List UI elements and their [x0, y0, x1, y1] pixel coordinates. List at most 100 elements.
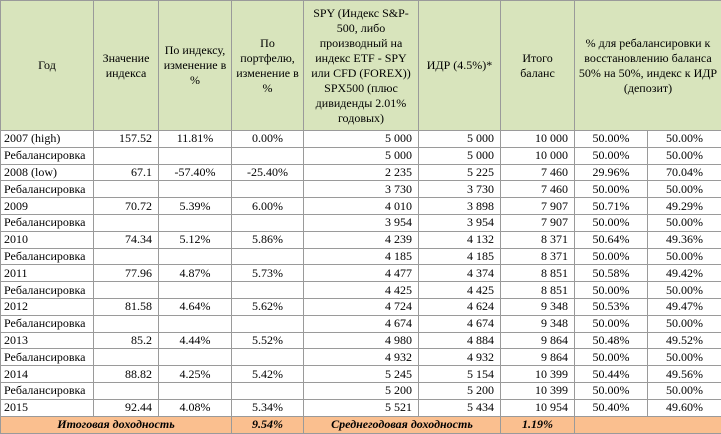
table-cell: 5 200 [303, 381, 419, 400]
table-cell [93, 281, 159, 299]
table-cell: 50.00% [574, 381, 648, 400]
table-cell [158, 314, 232, 333]
table-cell: 10 000 [500, 130, 575, 148]
table-row: Ребалансировка 4 674 4 674 9 348 50.00% 50.00… [0, 314, 721, 333]
header-cell: % для ребалансировки к восстановлению ба… [574, 0, 721, 131]
header-cell: По индексу, изменение в % [158, 0, 232, 131]
table-cell: 9 864 [500, 331, 575, 350]
table-cell: 5.62% [231, 297, 304, 316]
table-cell: 4 185 [418, 247, 501, 266]
table-cell: 3 898 [418, 197, 501, 215]
table-cell: 2008 (low) [0, 163, 94, 182]
table-cell: 50.40% [574, 398, 648, 417]
table-cell: 4 674 [303, 314, 419, 333]
table-cell: 4 425 [303, 281, 419, 299]
table-cell [158, 281, 232, 299]
table-cell: 2007 (high) [0, 130, 94, 148]
table-cell: 8 851 [500, 281, 575, 299]
table-row: Ребалансировка 4 185 4 185 8 371 50.00% 50.00… [0, 247, 721, 266]
table-cell: 2010 [0, 230, 94, 249]
table-cell: 5 434 [418, 398, 501, 417]
average-value: 1.19% [500, 415, 575, 434]
table-cell: 74.34 [93, 230, 159, 249]
table-cell: Ребалансировка [0, 381, 94, 400]
table-cell: 50.00% [574, 146, 648, 165]
table-cell: 4 132 [418, 230, 501, 249]
table-cell: Ребалансировка [0, 314, 94, 333]
table-cell [231, 180, 304, 199]
table-row: 2012 81.58 4.64% 5.62% 4 724 4 624 9 348 50.53%… [0, 297, 721, 316]
table-cell [93, 213, 159, 232]
table-cell: 9 864 [500, 348, 575, 367]
table-cell: Ребалансировка [0, 281, 94, 299]
table-cell [231, 213, 304, 232]
table-cell: 5.52% [231, 331, 304, 350]
table-cell: 50.00% [647, 281, 721, 299]
table-cell: 50.00% [574, 130, 648, 148]
table-cell: 50.48% [574, 331, 648, 350]
table-cell: 4 239 [303, 230, 419, 249]
table-cell: 50.00% [574, 348, 648, 367]
average-label: Среднегодовая доходность [303, 415, 501, 434]
table-row: 2008 (low) 67.1 -57.40% -25.40% 2 235 5 225 7 … [0, 163, 721, 182]
table-cell: 4 724 [303, 297, 419, 316]
table-cell: 10 000 [500, 146, 575, 165]
table-cell: 50.00% [647, 314, 721, 333]
table-cell: 50.00% [574, 213, 648, 232]
table-row: 2011 77.96 4.87% 5.73% 4 477 4 374 8 851 50.58%… [0, 264, 721, 283]
table-cell: 50.58% [574, 264, 648, 283]
table-cell: 50.00% [574, 247, 648, 266]
table-cell: 157.52 [93, 130, 159, 148]
table-cell: 2015 [0, 398, 94, 417]
table-cell: 3 730 [303, 180, 419, 199]
table-row: 2015 92.44 4.08% 5.34% 5 521 5 434 10 954 50.40… [0, 398, 721, 417]
table-cell: 50.00% [647, 247, 721, 266]
table-cell: 2013 [0, 331, 94, 350]
table-cell: 49.42% [647, 264, 721, 283]
total-label: Итоговая доходность [0, 415, 232, 434]
table-cell [93, 180, 159, 199]
table-cell: 4.25% [158, 365, 232, 383]
table-cell [231, 146, 304, 165]
table-cell: 50.00% [647, 130, 721, 148]
table-row: Ребалансировка 3 954 3 954 7 907 50.00% 50.00… [0, 213, 721, 232]
table-row: 2010 74.34 5.12% 5.86% 4 239 4 132 8 371 50.64%… [0, 230, 721, 249]
table-cell: 4 932 [418, 348, 501, 367]
table-cell: 5 521 [303, 398, 419, 417]
table-cell: 10 399 [500, 381, 575, 400]
table-cell: 7 907 [500, 213, 575, 232]
table-cell: 50.00% [574, 281, 648, 299]
table-cell: Ребалансировка [0, 213, 94, 232]
table-cell: Ребалансировка [0, 180, 94, 199]
table-cell: -57.40% [158, 163, 232, 182]
table-cell: 11.81% [158, 130, 232, 148]
table-cell: 49.47% [647, 297, 721, 316]
table-cell [93, 314, 159, 333]
header-cell: SPY (Индекс S&P-500, либо производный на… [303, 0, 419, 131]
table-cell: -25.40% [231, 163, 304, 182]
table-cell [93, 348, 159, 367]
table-cell: 4 374 [418, 264, 501, 283]
table-cell [158, 180, 232, 199]
table-cell: 49.60% [647, 398, 721, 417]
table-cell: 5.34% [231, 398, 304, 417]
table-cell: 10 399 [500, 365, 575, 383]
table-cell: 2012 [0, 297, 94, 316]
table-cell: 7 460 [500, 180, 575, 199]
header-cell: Итого баланс [500, 0, 575, 131]
table-cell [93, 381, 159, 400]
table-row: 2014 88.82 4.25% 5.42% 5 245 5 154 10 399 50.44… [0, 365, 721, 383]
table-cell: 49.56% [647, 365, 721, 383]
table-cell: 8 371 [500, 247, 575, 266]
table-cell: 5.39% [158, 197, 232, 215]
table-cell: 49.52% [647, 331, 721, 350]
table-cell: Ребалансировка [0, 247, 94, 266]
table-cell: 9 348 [500, 314, 575, 333]
table-cell [158, 381, 232, 400]
table-cell: 67.1 [93, 163, 159, 182]
table-cell: 70.04% [647, 163, 721, 182]
table-cell: 50.00% [574, 180, 648, 199]
table-cell [231, 281, 304, 299]
table-row: 2013 85.2 4.44% 5.52% 4 980 4 884 9 864 50.48% 4… [0, 331, 721, 350]
